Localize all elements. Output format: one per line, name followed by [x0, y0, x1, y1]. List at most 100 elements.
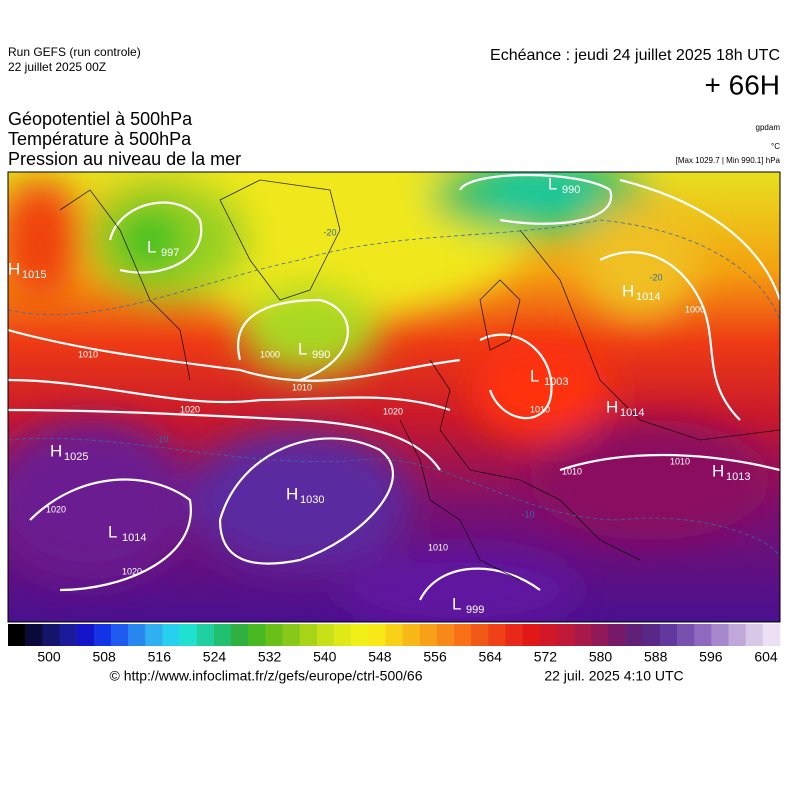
- colorbar-tick-label: 580: [589, 649, 613, 665]
- colorbar-swatch: [179, 624, 198, 646]
- contour-label: 1010: [530, 404, 550, 414]
- colorbar-swatch: [454, 624, 472, 646]
- colorbar-swatch: [265, 624, 283, 646]
- colorbar-swatch: [8, 624, 26, 646]
- center-value: 1025: [64, 451, 88, 463]
- center-value: 1013: [726, 471, 750, 483]
- colorbar-tick-label: 516: [148, 649, 172, 665]
- colorbar-swatch: [574, 624, 592, 646]
- center-type: H: [8, 259, 20, 278]
- center-type: H: [606, 397, 618, 416]
- colorbar-swatch: [488, 624, 506, 646]
- colorbar-swatch: [368, 624, 386, 646]
- lead-time: + 66H: [705, 69, 781, 100]
- colorbar-tick-label: 596: [699, 649, 723, 665]
- center-value: 1003: [544, 376, 568, 388]
- contour-label: 1010: [428, 542, 448, 552]
- coastlines: [59, 179, 780, 581]
- center-value: 1030: [300, 494, 324, 506]
- center-value: 999: [466, 604, 484, 616]
- colorbar-swatch: [694, 624, 712, 646]
- colorbar-swatch: [471, 624, 489, 646]
- colorbar-swatch: [213, 624, 232, 646]
- center-type: H: [712, 461, 724, 480]
- colorbar-swatch: [110, 624, 129, 646]
- footer-url: © http://www.infoclimat.fr/z/gefs/europe…: [109, 668, 422, 684]
- unit-label: gpdam: [756, 123, 781, 132]
- center-value: 997: [161, 247, 179, 259]
- colorbar-tick-label: 572: [534, 649, 558, 665]
- colorbar-tick-label: 556: [423, 649, 447, 665]
- map: [8, 172, 780, 622]
- colorbar-swatch: [333, 624, 352, 646]
- contour-label: -20: [323, 227, 336, 237]
- contour-label: 1020: [383, 406, 403, 416]
- colorbar-swatch: [128, 624, 146, 646]
- colorbar-tick-label: 564: [479, 649, 503, 665]
- center-value: 1014: [620, 407, 644, 419]
- field-label: Géopotentiel à 500hPa: [8, 109, 193, 129]
- colorbar-swatch: [539, 624, 558, 646]
- colorbar-swatch: [42, 624, 60, 646]
- run-label: Run GEFS (run controle): [8, 45, 141, 59]
- center-type: L: [452, 594, 461, 613]
- colorbar-swatch: [162, 624, 180, 646]
- center-value: 1014: [636, 291, 660, 303]
- center-value: 990: [562, 184, 580, 196]
- contour-label: 1010: [78, 349, 98, 359]
- colorbar-tick-label: 508: [92, 649, 116, 665]
- contour-label: 1000: [685, 304, 705, 314]
- center-type: H: [50, 441, 62, 460]
- colorbar-swatch: [145, 624, 163, 646]
- colorbar-swatch: [231, 624, 249, 646]
- field-label: Pression au niveau de la mer: [8, 149, 241, 169]
- center-type: H: [622, 281, 634, 300]
- center-type: L: [298, 339, 307, 358]
- colorbar-swatch: [25, 624, 43, 646]
- colorbar-swatch: [76, 624, 95, 646]
- colorbar-swatch: [59, 624, 77, 646]
- contour-label: 1020: [180, 404, 200, 414]
- contour-label: -10: [155, 434, 168, 444]
- colorbar-tick-label: 532: [258, 649, 282, 665]
- colorbar-swatch: [282, 624, 300, 646]
- center-type: L: [108, 522, 117, 541]
- colorbar-swatch: [677, 624, 695, 646]
- center-value: 1015: [22, 269, 46, 281]
- contour-label: 1020: [46, 504, 66, 514]
- isobars: [8, 173, 780, 601]
- contour-label: 1000: [260, 349, 280, 359]
- colorbar-tick-label: 588: [644, 649, 668, 665]
- colorbar-swatch: [591, 624, 609, 646]
- unit-label: [Max 1029.7 | Min 990.1] hPa: [676, 156, 781, 165]
- center-value: 1014: [122, 532, 146, 544]
- contour-label: 1020: [122, 566, 142, 576]
- field-label: Température à 500hPa: [8, 129, 192, 149]
- contour-label: -20: [649, 272, 662, 282]
- colorbar-swatch: [745, 624, 764, 646]
- colorbar-swatch: [351, 624, 369, 646]
- footer-date: 22 juil. 2025 4:10 UTC: [544, 668, 683, 684]
- colorbar-swatch: [505, 624, 523, 646]
- colorbar-swatch: [625, 624, 644, 646]
- colorbar-swatch: [93, 624, 112, 646]
- valid-time: Echéance : jeudi 24 juillet 2025 18h UTC: [490, 47, 780, 64]
- colorbar: [8, 624, 781, 646]
- colorbar-swatch: [436, 624, 455, 646]
- colorbar-swatch: [299, 624, 318, 646]
- center-type: L: [147, 237, 156, 256]
- unit-label: °C: [771, 142, 780, 151]
- colorbar-swatch: [316, 624, 335, 646]
- isotherms: [8, 219, 780, 561]
- colorbar-swatch: [385, 624, 403, 646]
- colorbar-tick-label: 540: [313, 649, 337, 665]
- center-type: L: [530, 366, 539, 385]
- contour-label: -10: [521, 509, 534, 519]
- colorbar-swatch: [659, 624, 678, 646]
- center-type: H: [286, 484, 298, 503]
- colorbar-tick-label: 548: [368, 649, 392, 665]
- colorbar-swatch: [762, 624, 781, 646]
- colorbar-swatch: [196, 624, 215, 646]
- run-date: 22 juillet 2025 00Z: [8, 60, 106, 74]
